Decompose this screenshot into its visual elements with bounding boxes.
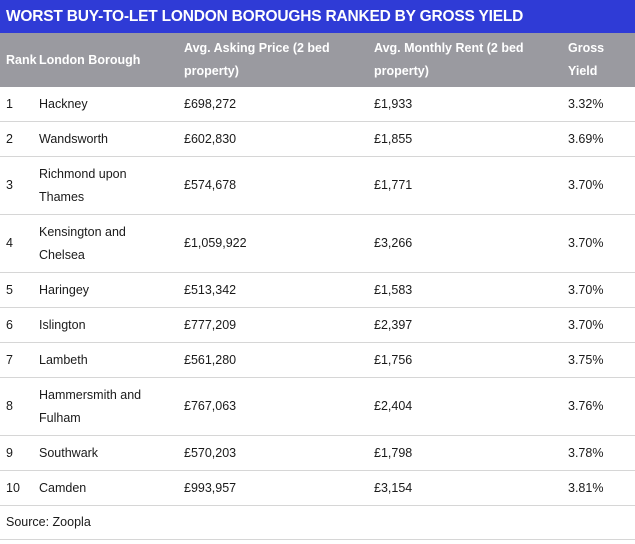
source-note: Source: Zoopla xyxy=(0,505,635,540)
column-header-yield-label: Gross Yield xyxy=(568,41,605,78)
rent-cell: £1,798 xyxy=(374,435,568,471)
borough-cell: Hackney xyxy=(39,87,184,122)
borough-cell: Islington xyxy=(39,307,184,343)
table-title: WORST BUY-TO-LET LONDON BOROUGHS RANKED … xyxy=(0,0,635,33)
price-cell: £1,059,922 xyxy=(184,214,374,273)
price-cell: £561,280 xyxy=(184,342,374,378)
column-header-price-label: Avg. Asking Price (2 bed property) xyxy=(184,41,330,78)
rent-cell: £1,771 xyxy=(374,156,568,215)
table-row: 1 Hackney £698,272 £1,933 3.32% xyxy=(0,87,635,122)
price-cell: £993,957 xyxy=(184,470,374,506)
yield-cell: 3.70% xyxy=(568,272,635,308)
price-cell: £574,678 xyxy=(184,156,374,215)
yield-cell: 3.81% xyxy=(568,470,635,506)
rent-cell: £1,933 xyxy=(374,87,568,122)
borough-cell: Camden xyxy=(39,470,184,506)
yield-cell: 3.70% xyxy=(568,156,635,215)
yield-cell: 3.70% xyxy=(568,307,635,343)
yield-cell: 3.78% xyxy=(568,435,635,471)
borough-cell: Hammersmith and Fulham xyxy=(39,377,184,436)
yield-cell: 3.32% xyxy=(568,87,635,122)
yield-cell: 3.75% xyxy=(568,342,635,378)
rent-cell: £3,266 xyxy=(374,214,568,273)
borough-cell: Wandsworth xyxy=(39,121,184,157)
table-row: 4 Kensington and Chelsea £1,059,922 £3,2… xyxy=(0,214,635,273)
price-cell: £513,342 xyxy=(184,272,374,308)
table-row: 9 Southwark £570,203 £1,798 3.78% xyxy=(0,435,635,471)
boroughs-table: Rank London Borough Avg. Asking Price (2… xyxy=(0,33,635,540)
rent-cell: £1,756 xyxy=(374,342,568,378)
rank-cell: 6 xyxy=(0,307,39,343)
price-cell: £698,272 xyxy=(184,87,374,122)
borough-cell-label: Hammersmith and Fulham xyxy=(39,387,142,425)
rent-cell: £2,397 xyxy=(374,307,568,343)
borough-cell: Lambeth xyxy=(39,342,184,378)
column-header-price: Avg. Asking Price (2 bed property) xyxy=(184,33,374,87)
borough-cell-label: Kensington and Chelsea xyxy=(39,224,126,262)
rent-cell: £2,404 xyxy=(374,377,568,436)
price-cell: £767,063 xyxy=(184,377,374,436)
table-header-row: Rank London Borough Avg. Asking Price (2… xyxy=(0,33,635,87)
rank-cell: 4 xyxy=(0,214,39,273)
column-header-rent: Avg. Monthly Rent (2 bed property) xyxy=(374,33,568,87)
rank-cell: 5 xyxy=(0,272,39,308)
table-row: 10 Camden £993,957 £3,154 3.81% xyxy=(0,470,635,506)
source-row: Source: Zoopla xyxy=(0,505,635,540)
borough-cell: Richmond upon Thames xyxy=(39,156,184,215)
rent-cell: £1,583 xyxy=(374,272,568,308)
yield-cell: 3.69% xyxy=(568,121,635,157)
column-header-borough: London Borough xyxy=(39,52,141,67)
table-row: 5 Haringey £513,342 £1,583 3.70% xyxy=(0,272,635,308)
borough-cell: Southwark xyxy=(39,435,184,471)
rent-cell: £1,855 xyxy=(374,121,568,157)
table-row: 3 Richmond upon Thames £574,678 £1,771 3… xyxy=(0,156,635,215)
yield-cell: 3.70% xyxy=(568,214,635,273)
column-header-rank: Rank xyxy=(6,52,37,67)
borough-cell: Kensington and Chelsea xyxy=(39,214,184,273)
table-row: 2 Wandsworth £602,830 £1,855 3.69% xyxy=(0,121,635,157)
table-row: 6 Islington £777,209 £2,397 3.70% xyxy=(0,307,635,343)
table-row: 8 Hammersmith and Fulham £767,063 £2,404… xyxy=(0,377,635,436)
rank-cell: 1 xyxy=(0,87,39,122)
rank-cell: 2 xyxy=(0,121,39,157)
rank-cell: 3 xyxy=(0,156,39,215)
yield-cell: 3.76% xyxy=(568,377,635,436)
rent-cell: £3,154 xyxy=(374,470,568,506)
rank-cell: 10 xyxy=(0,470,39,506)
price-cell: £602,830 xyxy=(184,121,374,157)
table-row: 7 Lambeth £561,280 £1,756 3.75% xyxy=(0,342,635,378)
column-header-rent-label: Avg. Monthly Rent (2 bed property) xyxy=(374,41,524,78)
borough-cell: Haringey xyxy=(39,272,184,308)
rank-cell: 9 xyxy=(0,435,39,471)
rank-cell: 8 xyxy=(0,377,39,436)
borough-cell-label: Richmond upon Thames xyxy=(39,166,127,204)
price-cell: £777,209 xyxy=(184,307,374,343)
price-cell: £570,203 xyxy=(184,435,374,471)
rank-cell: 7 xyxy=(0,342,39,378)
column-header-yield: Gross Yield xyxy=(568,33,635,87)
